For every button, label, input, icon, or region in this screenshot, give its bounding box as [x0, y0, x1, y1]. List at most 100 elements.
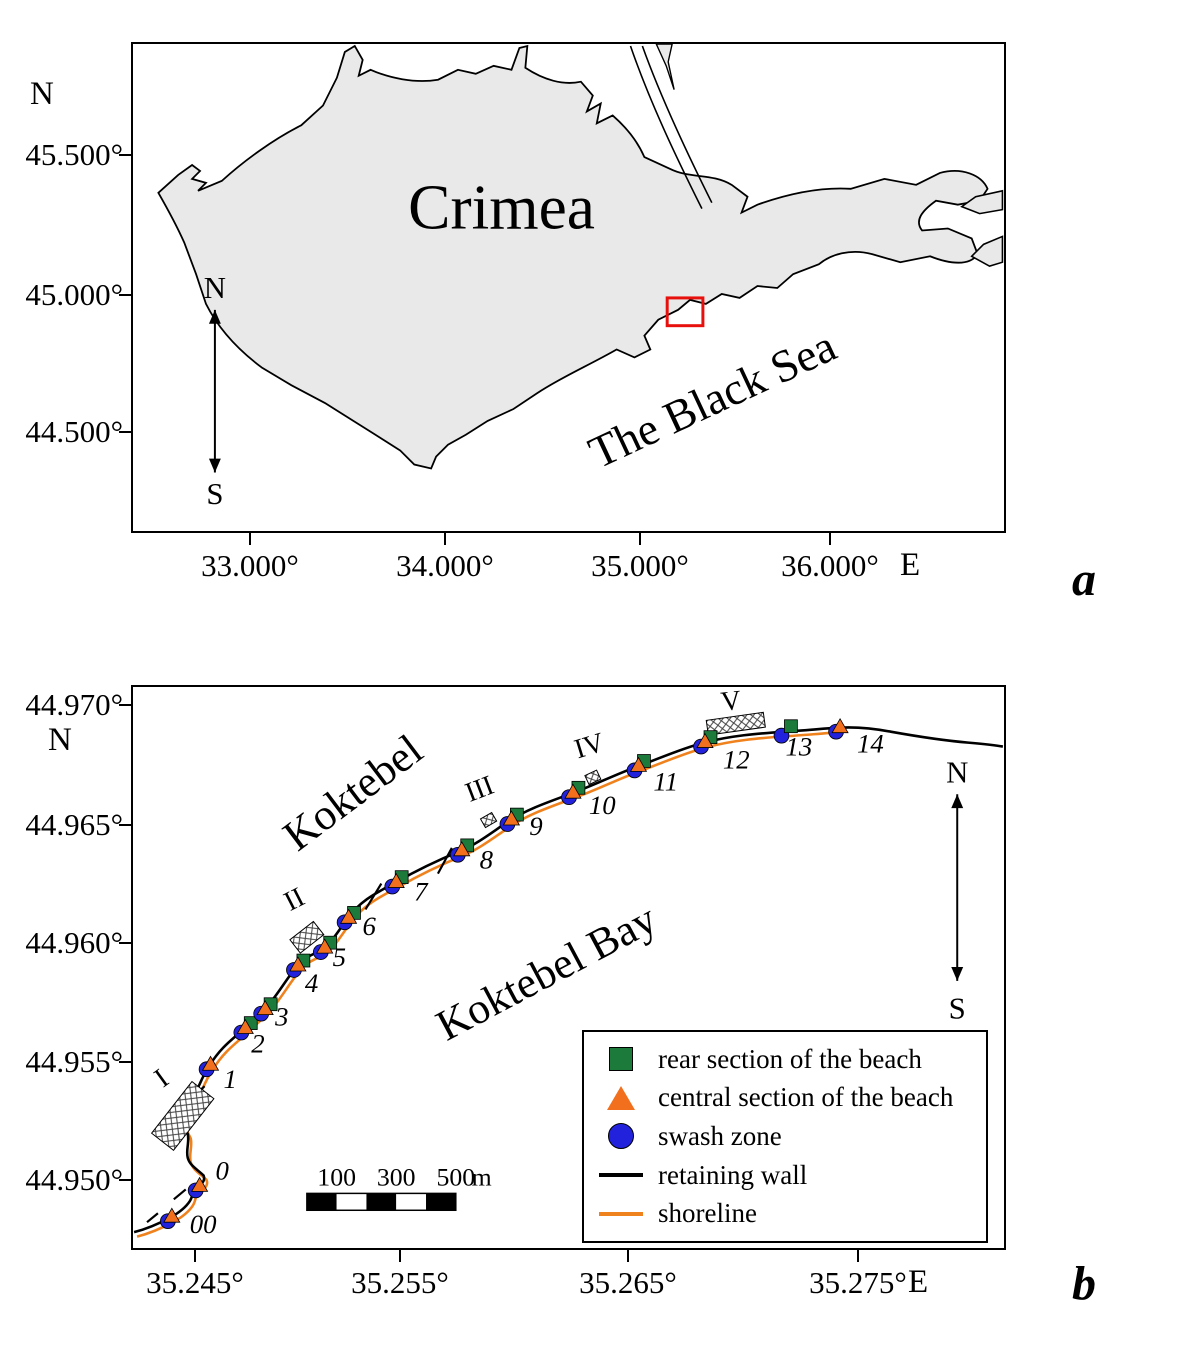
- rear-square-icon: [598, 1047, 644, 1072]
- scale-label-100: 100: [317, 1162, 356, 1191]
- scale-label-300: 300: [377, 1162, 416, 1191]
- station-label-11: 11: [653, 766, 678, 796]
- compass-north-label: N: [946, 755, 968, 789]
- legend-row-shoreline: shoreline: [584, 1198, 986, 1229]
- central-section-marker: [289, 956, 307, 972]
- section-label-II: II: [279, 882, 310, 918]
- panel-b-lat-tick-label: 44.965°: [25, 807, 123, 842]
- panel-b-lon-tick-label: 35.255°: [351, 1265, 449, 1300]
- station-00: [160, 1207, 181, 1230]
- station-0: [187, 1176, 209, 1199]
- station-label-8: 8: [480, 845, 494, 875]
- legend-row-central: central section of the beach: [584, 1082, 986, 1113]
- section-label-I: I: [149, 1063, 175, 1094]
- koktebel-bay-label: Koktebel Bay: [429, 895, 665, 1051]
- legend: rear section of the beach central sectio…: [582, 1030, 988, 1243]
- compass-south-label: S: [206, 477, 223, 511]
- station-9: [499, 807, 524, 832]
- scale-label-500: 500: [436, 1162, 475, 1191]
- wall-end-ticks: [146, 847, 453, 1224]
- panel-b-lon-tick-label: 35.275°: [809, 1265, 907, 1300]
- panel-b-lon-unit: E: [908, 1264, 929, 1300]
- central-section-marker: [163, 1207, 181, 1223]
- section-area-IV: [584, 769, 602, 786]
- station-label-13: 13: [785, 732, 812, 762]
- station-1: [198, 1055, 220, 1078]
- panel-b-lat-unit: N: [48, 722, 72, 758]
- axis-tick: [249, 533, 251, 545]
- panel-a-map: N S Crimea The Black Sea: [131, 42, 1006, 533]
- station-label-14: 14: [857, 729, 884, 759]
- panel-b-lat-tick-label: 44.955°: [25, 1044, 123, 1079]
- station-2: [233, 1016, 258, 1041]
- central-section-marker: [831, 717, 849, 734]
- legend-label: central section of the beach: [658, 1082, 954, 1113]
- panel-b-letter: b: [1072, 1257, 1096, 1310]
- central-section-marker: [453, 841, 471, 857]
- axis-tick: [119, 1179, 131, 1181]
- legend-row-swash: swash zone: [584, 1121, 986, 1152]
- station-4: [286, 953, 311, 978]
- compass-south-label: S: [949, 992, 966, 1026]
- panel-a-lon-tick-label: 34.000°: [396, 548, 494, 583]
- central-section-marker: [387, 872, 405, 888]
- station-label-1: 1: [223, 1064, 236, 1094]
- compass-arrowhead-south-icon: [208, 458, 221, 473]
- axis-tick: [119, 1061, 131, 1063]
- study-area-box: [665, 296, 705, 328]
- panel-a-map-svg: N S Crimea The Black Sea: [157, 44, 1004, 511]
- station-8: [449, 838, 475, 863]
- legend-label: shoreline: [658, 1198, 757, 1229]
- compass-arrowhead-north-icon: [951, 794, 964, 809]
- station-label-7: 7: [414, 876, 429, 906]
- axis-tick: [857, 1250, 859, 1262]
- section-label-V: V: [719, 687, 742, 718]
- scale-segment: [396, 1193, 427, 1211]
- section-label-III: III: [461, 770, 498, 809]
- station-label-6: 6: [362, 911, 376, 941]
- panel-a-letter: a: [1072, 553, 1096, 606]
- legend-label: rear section of the beach: [658, 1043, 922, 1074]
- station-label-0: 0: [216, 1155, 230, 1185]
- east-coast-landmass: [970, 235, 1004, 268]
- panel-b-lat-tick-label: 44.970°: [25, 687, 123, 722]
- panel-a-lon-tick-label: 33.000°: [201, 548, 299, 583]
- central-section-marker: [201, 1055, 220, 1071]
- panel-b-lat-tick-label: 44.960°: [25, 925, 123, 960]
- mainland-sliver: [655, 44, 675, 90]
- panel-a-lat-tick-label: 44.500°: [25, 414, 123, 449]
- section-area-V: [705, 711, 766, 736]
- axis-tick: [119, 824, 131, 826]
- axis-tick: [627, 1250, 629, 1262]
- scale-bar: 100 300 500 m: [306, 1162, 492, 1212]
- station-label-4: 4: [305, 968, 318, 998]
- arabat-spit-line: [641, 45, 713, 204]
- legend-label: retaining wall: [658, 1159, 808, 1190]
- axis-tick: [119, 942, 131, 944]
- section-area-III: [479, 811, 498, 829]
- central-section-marker: [629, 756, 648, 772]
- axis-tick: [639, 533, 641, 545]
- station-10: [561, 780, 586, 806]
- central-triangle-icon: [598, 1085, 644, 1110]
- station-label-5: 5: [333, 942, 346, 972]
- axis-tick: [194, 1250, 196, 1262]
- station-5: [312, 935, 338, 960]
- scale-unit-label: m: [472, 1162, 492, 1191]
- scale-segment: [306, 1193, 337, 1211]
- legend-row-rear: rear section of the beach: [584, 1044, 986, 1075]
- panel-b-map: I II III IV V 00 0 1 2 3 4 5 6 7 8 9 10 11 12 13 14 Koktebe…: [131, 685, 1006, 1250]
- compass-arrowhead-south-icon: [951, 967, 964, 981]
- panel-b-lon-tick-label: 35.245°: [146, 1265, 244, 1300]
- section-area-II: [289, 920, 325, 954]
- central-section-marker: [191, 1176, 209, 1192]
- station-12: [693, 730, 718, 755]
- axis-tick: [119, 294, 131, 296]
- arabat-spit-line: [629, 45, 703, 210]
- axis-tick: [119, 704, 131, 706]
- station-label-10: 10: [589, 790, 616, 820]
- station-13: [773, 719, 798, 744]
- scale-segment: [366, 1193, 397, 1211]
